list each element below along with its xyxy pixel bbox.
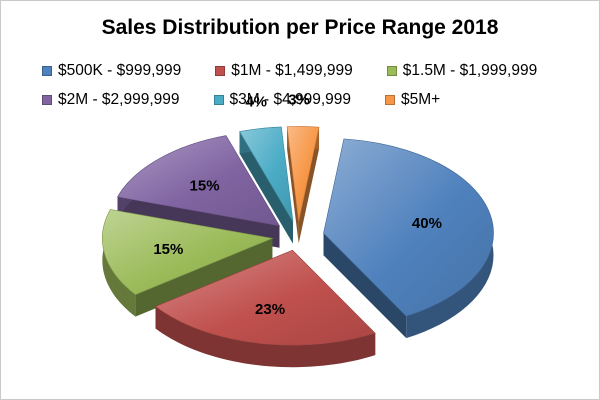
legend-swatch xyxy=(215,66,226,76)
slice-top xyxy=(286,126,320,222)
slice-wall xyxy=(298,127,320,244)
data-label: 3% xyxy=(288,92,310,109)
legend-item: $500K - $999,999 xyxy=(42,62,181,80)
slice-side xyxy=(102,209,136,317)
legend-swatch xyxy=(213,95,224,105)
legend-item: $3M - $4,999,999 xyxy=(213,91,352,109)
data-label: 40% xyxy=(412,215,442,232)
slice-wall xyxy=(323,233,407,339)
pie-slice xyxy=(286,126,320,244)
slice-top xyxy=(117,135,281,227)
data-label: 15% xyxy=(190,177,220,194)
legend: $500K - $999,999 $1M - $1,499,999 $1.5M … xyxy=(42,62,582,109)
legend-label: $5M+ xyxy=(401,91,441,108)
slice-wall xyxy=(135,238,273,317)
data-label: 23% xyxy=(255,301,285,318)
pie-slice xyxy=(323,138,494,339)
chart-title: Sales Distribution per Price Range 2018 xyxy=(101,16,499,39)
pie-slice xyxy=(102,209,274,317)
legend-item: $2M - $2,999,999 xyxy=(42,91,180,109)
pie-slice xyxy=(239,126,294,244)
slice-top xyxy=(239,126,294,222)
legend-label: $1M - $1,499,999 xyxy=(231,62,353,79)
data-label: 15% xyxy=(153,241,183,258)
legend-item: $1M - $1,499,999 xyxy=(215,62,353,80)
legend-label: $2M - $2,999,999 xyxy=(58,91,180,108)
slice-side xyxy=(155,306,376,368)
legend-label: $500K - $999,999 xyxy=(58,62,182,79)
pie-slice xyxy=(154,249,376,368)
legend-item: $1.5M - $1,999,999 xyxy=(386,62,538,80)
slice-top xyxy=(102,209,274,295)
data-label: 4% xyxy=(245,94,267,111)
legend-swatch xyxy=(42,95,52,105)
legend-label: $1.5M - $1,999,999 xyxy=(402,62,538,79)
legend-swatch xyxy=(385,95,396,105)
slice-top xyxy=(323,138,494,317)
slice-wall xyxy=(239,131,293,244)
legend-swatch xyxy=(386,66,397,76)
legend-swatch xyxy=(42,66,52,76)
legend-item: $5M+ xyxy=(385,91,440,109)
slice-wall xyxy=(287,126,299,244)
slice-top xyxy=(154,249,376,346)
legend-label: $3M - $4,999,999 xyxy=(229,91,352,108)
